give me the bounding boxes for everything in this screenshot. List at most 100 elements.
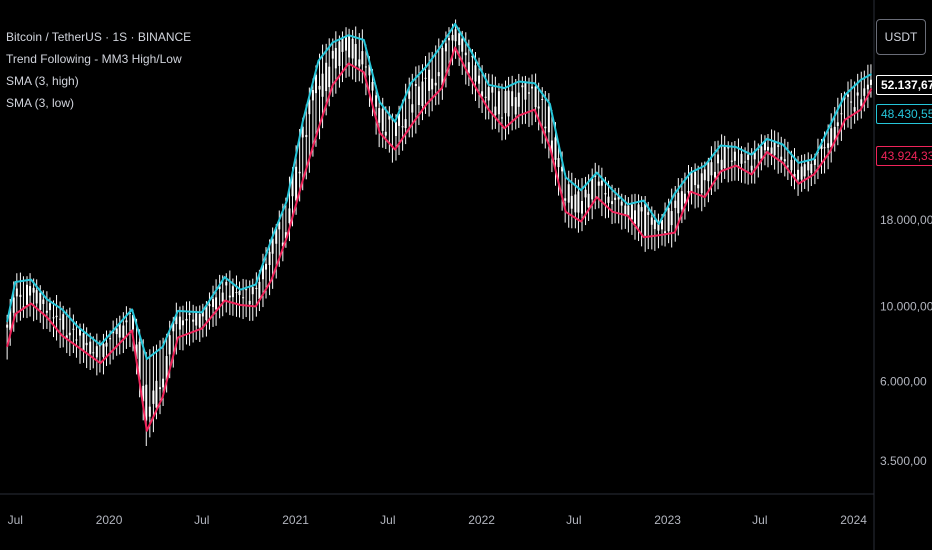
candle-body	[840, 113, 843, 115]
candle-body	[697, 184, 700, 189]
candle-body	[441, 47, 444, 86]
candle-body	[633, 210, 636, 224]
candle-body	[45, 310, 48, 313]
candle-body	[491, 87, 494, 93]
candle-body	[275, 227, 278, 244]
candle-body	[637, 204, 640, 227]
candle-body	[225, 281, 228, 286]
candle-body	[159, 387, 162, 390]
candle-body	[331, 50, 334, 59]
candle-body	[208, 304, 211, 307]
legend-symbol[interactable]: Bitcoin / TetherUS · 1S · BINANCE	[6, 30, 192, 44]
currency-button[interactable]: USDT	[876, 19, 926, 55]
candle-body	[181, 320, 184, 326]
candle-body	[750, 165, 753, 171]
candle-body	[644, 203, 647, 236]
candle-body	[664, 231, 667, 234]
candle-body	[544, 126, 547, 129]
candle-body	[537, 106, 540, 109]
candle-body	[354, 43, 357, 66]
time-tick-label: 2021	[282, 513, 309, 527]
candle-body	[660, 219, 663, 230]
candle-body	[600, 180, 603, 186]
candle-body	[371, 82, 374, 91]
candle-body	[172, 322, 175, 332]
candle-body	[820, 144, 823, 150]
candle-body	[770, 147, 773, 154]
candle-body	[753, 152, 756, 160]
candle-body	[730, 160, 733, 162]
candle-body	[55, 315, 58, 318]
time-tick-label: Jul	[194, 513, 209, 527]
candle-body	[570, 195, 573, 209]
candle-body	[52, 317, 55, 319]
last-price-tag: 52.137,67	[876, 75, 932, 95]
time-tick-label: 2023	[654, 513, 681, 527]
candle-body	[9, 307, 12, 330]
candle-body	[198, 314, 201, 328]
candle-body	[547, 106, 550, 133]
candle-body	[414, 83, 417, 87]
candle-body	[185, 318, 188, 321]
candle-body	[72, 328, 75, 330]
candle-body	[242, 297, 245, 299]
candle-body	[188, 313, 191, 315]
candle-body	[19, 294, 22, 297]
candle-body	[351, 38, 354, 59]
candle-body	[411, 104, 414, 113]
candle-body	[740, 153, 743, 164]
candle-body	[557, 158, 560, 168]
candle-body	[364, 66, 367, 68]
sma-lines-layer	[6, 22, 873, 432]
legend-sma-high[interactable]: SMA (3, high)	[6, 74, 79, 88]
candle-body	[178, 316, 181, 330]
candle-body	[760, 146, 763, 159]
candle-body	[531, 86, 534, 89]
candle-body	[591, 178, 594, 200]
candle-body	[614, 197, 617, 200]
candle-body	[461, 38, 464, 52]
price-tick-label: 6.000,00	[880, 375, 927, 389]
candle-body	[620, 201, 623, 206]
candle-body	[334, 47, 337, 69]
candle-body	[484, 96, 487, 98]
candle-body	[587, 193, 590, 208]
candle-body	[201, 310, 204, 317]
candle-body	[687, 191, 690, 193]
candle-body	[384, 131, 387, 136]
candle-body	[125, 320, 128, 323]
candle-body	[105, 342, 108, 347]
candle-body	[378, 108, 381, 123]
time-tick-label: Jul	[566, 513, 581, 527]
candle-body	[85, 342, 88, 346]
candle-body	[790, 159, 793, 171]
candle-body	[145, 384, 148, 421]
candle-body	[148, 406, 151, 417]
price-tick-label: 3.500,00	[880, 454, 927, 468]
candle-body	[763, 140, 766, 151]
candle-body	[783, 159, 786, 162]
candle-body	[128, 312, 131, 314]
candle-body	[398, 113, 401, 126]
candle-body	[291, 172, 294, 197]
candle-body	[281, 242, 284, 247]
legend-sma-low[interactable]: SMA (3, low)	[6, 96, 75, 110]
time-tick-label: 2024	[840, 513, 867, 527]
candle-body	[786, 165, 789, 167]
candle-body	[192, 319, 195, 322]
candle-body	[218, 286, 221, 289]
price-axis[interactable]: 18.000,00 10.000,00 6.000,00 3.500,00	[880, 213, 932, 468]
candle-body	[381, 108, 384, 131]
candle-body	[165, 356, 168, 381]
candle-body	[823, 147, 826, 149]
candle-body	[79, 328, 82, 336]
candle-body	[132, 315, 135, 330]
candle-body	[803, 164, 806, 177]
candle-body	[690, 172, 693, 192]
candle-body	[471, 55, 474, 58]
legend-indicator[interactable]: Trend Following - MM3 High/Low	[6, 52, 182, 66]
candle-body	[175, 314, 178, 325]
candle-body	[830, 128, 833, 148]
time-axis[interactable]: Jul 2020 Jul 2021 Jul 2022 Jul 2023 Jul 2024	[8, 513, 868, 527]
